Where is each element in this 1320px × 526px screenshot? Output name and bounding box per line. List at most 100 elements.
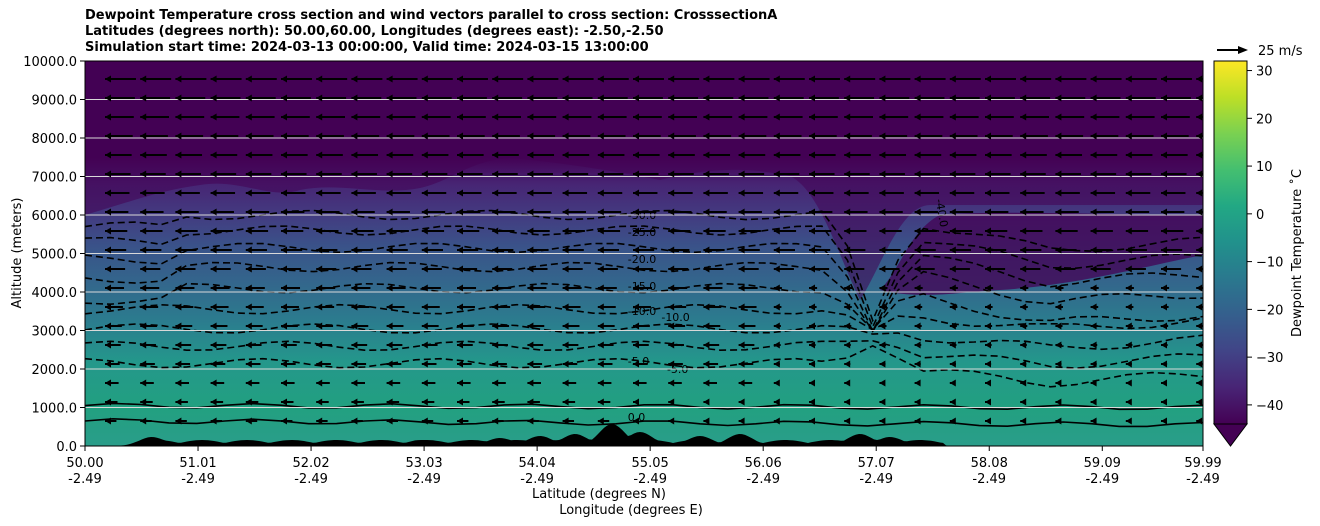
wind-vector-head <box>914 227 921 235</box>
wind-vector-head <box>140 189 147 197</box>
wind-vector-head <box>1196 75 1203 83</box>
wind-vector-head <box>633 170 639 178</box>
y-tick-label: 8000.0 <box>32 132 78 147</box>
wind-vector-head <box>879 284 886 292</box>
wind-vector-head <box>562 75 569 83</box>
colorbar-tick-label: −20 <box>1256 303 1283 318</box>
wind-vector-head <box>140 94 147 102</box>
x-tick-label-lon: -2.49 <box>972 472 1006 487</box>
wind-vector-head <box>1125 151 1132 159</box>
wind-vector-head <box>809 265 815 273</box>
colorbar: 30 20 10 0 −10 −20 −30 −40 Dewpoint Temperature… <box>1213 60 1305 447</box>
wind-vector-head <box>914 303 921 311</box>
contour-line-dashed <box>85 303 1203 331</box>
wind-vector-head <box>527 265 534 273</box>
wind-vector-head <box>316 398 323 406</box>
wind-vector-head <box>351 379 358 387</box>
wind-vector-head <box>457 322 463 330</box>
wind-vector-head <box>985 227 991 235</box>
wind-vector-head <box>1161 303 1167 311</box>
wind-vector-head <box>175 360 182 368</box>
wind-vector-head <box>844 265 851 273</box>
wind-vector-head <box>844 303 851 311</box>
contour-line-dashed <box>85 345 1203 388</box>
wind-vector-head <box>738 132 745 140</box>
wind-vector-head <box>844 322 851 330</box>
wind-vector-head <box>421 246 428 254</box>
wind-vector-head <box>1161 398 1167 406</box>
wind-vector-head <box>597 170 604 178</box>
title-line-2: Latitudes (degrees north): 50.00,60.00, … <box>85 24 664 39</box>
wind-vector-head <box>386 208 393 216</box>
wind-vector-head <box>351 398 358 406</box>
wind-vector-head <box>633 94 639 102</box>
wind-vector-head <box>316 265 323 273</box>
wind-vector-head <box>949 170 956 178</box>
wind-vector-head <box>175 75 182 83</box>
wind-vector-head <box>386 303 393 311</box>
wind-vector-head <box>597 417 604 425</box>
wind-vector-head <box>421 227 428 235</box>
wind-vector-head <box>316 284 323 292</box>
wind-vector-head <box>949 94 956 102</box>
wind-vector-head <box>1020 322 1027 330</box>
wind-vector-head <box>703 132 710 140</box>
wind-vector-head <box>1196 227 1203 235</box>
wind-vector-head <box>210 303 217 311</box>
x-tick-label-lat: 56.06 <box>745 456 782 471</box>
wind-vector-head <box>738 360 745 368</box>
wind-vector-head <box>985 417 991 425</box>
wind-vector-head <box>914 398 921 406</box>
colorbar-tick-label: −10 <box>1256 256 1283 271</box>
wind-vector-head <box>351 284 358 292</box>
wind-vector-head <box>738 417 745 425</box>
wind-vector-head <box>1090 151 1097 159</box>
wind-vector-head <box>773 322 780 330</box>
wind-vector-head <box>1055 151 1062 159</box>
x-axis-title-longitude: Longitude (degrees E) <box>559 503 703 518</box>
wind-vector-head <box>245 132 252 140</box>
wind-vector-head <box>668 303 675 311</box>
wind-vector-head <box>562 94 569 102</box>
wind-vector-head <box>421 284 428 292</box>
wind-vector-head <box>105 113 111 121</box>
wind-vector-head <box>844 398 851 406</box>
wind-vector-head <box>1020 379 1027 387</box>
wind-vector-head <box>1055 322 1062 330</box>
wind-vector-head <box>703 379 710 387</box>
wind-vector-head <box>210 246 217 254</box>
wind-vector-head <box>1055 189 1062 197</box>
x-tick-label-lon: -2.49 <box>859 472 893 487</box>
wind-vector-head <box>562 189 569 197</box>
wind-vector-head <box>809 341 815 349</box>
wind-vector-head <box>985 398 991 406</box>
wind-vector-head <box>1161 341 1167 349</box>
wind-vector-head <box>809 398 815 406</box>
wind-vector-head <box>351 322 358 330</box>
y-tick-label: 9000.0 <box>32 94 78 109</box>
wind-vector-head <box>633 246 639 254</box>
wind-vector-head <box>1125 94 1132 102</box>
wind-vector-head <box>105 246 111 254</box>
x-tick-label-lat: 51.01 <box>179 456 216 471</box>
title-line-1: Dewpoint Temperature cross section and w… <box>85 8 778 23</box>
wind-vector-head <box>140 322 147 330</box>
contour-label: -10.0 <box>661 311 689 324</box>
wind-vector-head <box>492 208 499 216</box>
wind-vector-head <box>105 170 111 178</box>
wind-vector-head <box>527 246 534 254</box>
wind-vector-head <box>386 113 393 121</box>
wind-vector-head <box>1055 303 1062 311</box>
wind-vector-head <box>140 151 147 159</box>
wind-vector-head <box>738 151 745 159</box>
wind-vector-head <box>1055 417 1062 425</box>
wind-vector-head <box>175 341 182 349</box>
wind-vector-head <box>562 398 569 406</box>
wind-vector-head <box>668 341 675 349</box>
contour-label: -20.0 <box>628 253 656 266</box>
wind-vector-head <box>633 208 639 216</box>
wind-vector-head <box>140 284 147 292</box>
wind-vector-head <box>597 360 604 368</box>
wind-vector-head <box>1090 246 1097 254</box>
wind-vector-head <box>1090 360 1097 368</box>
